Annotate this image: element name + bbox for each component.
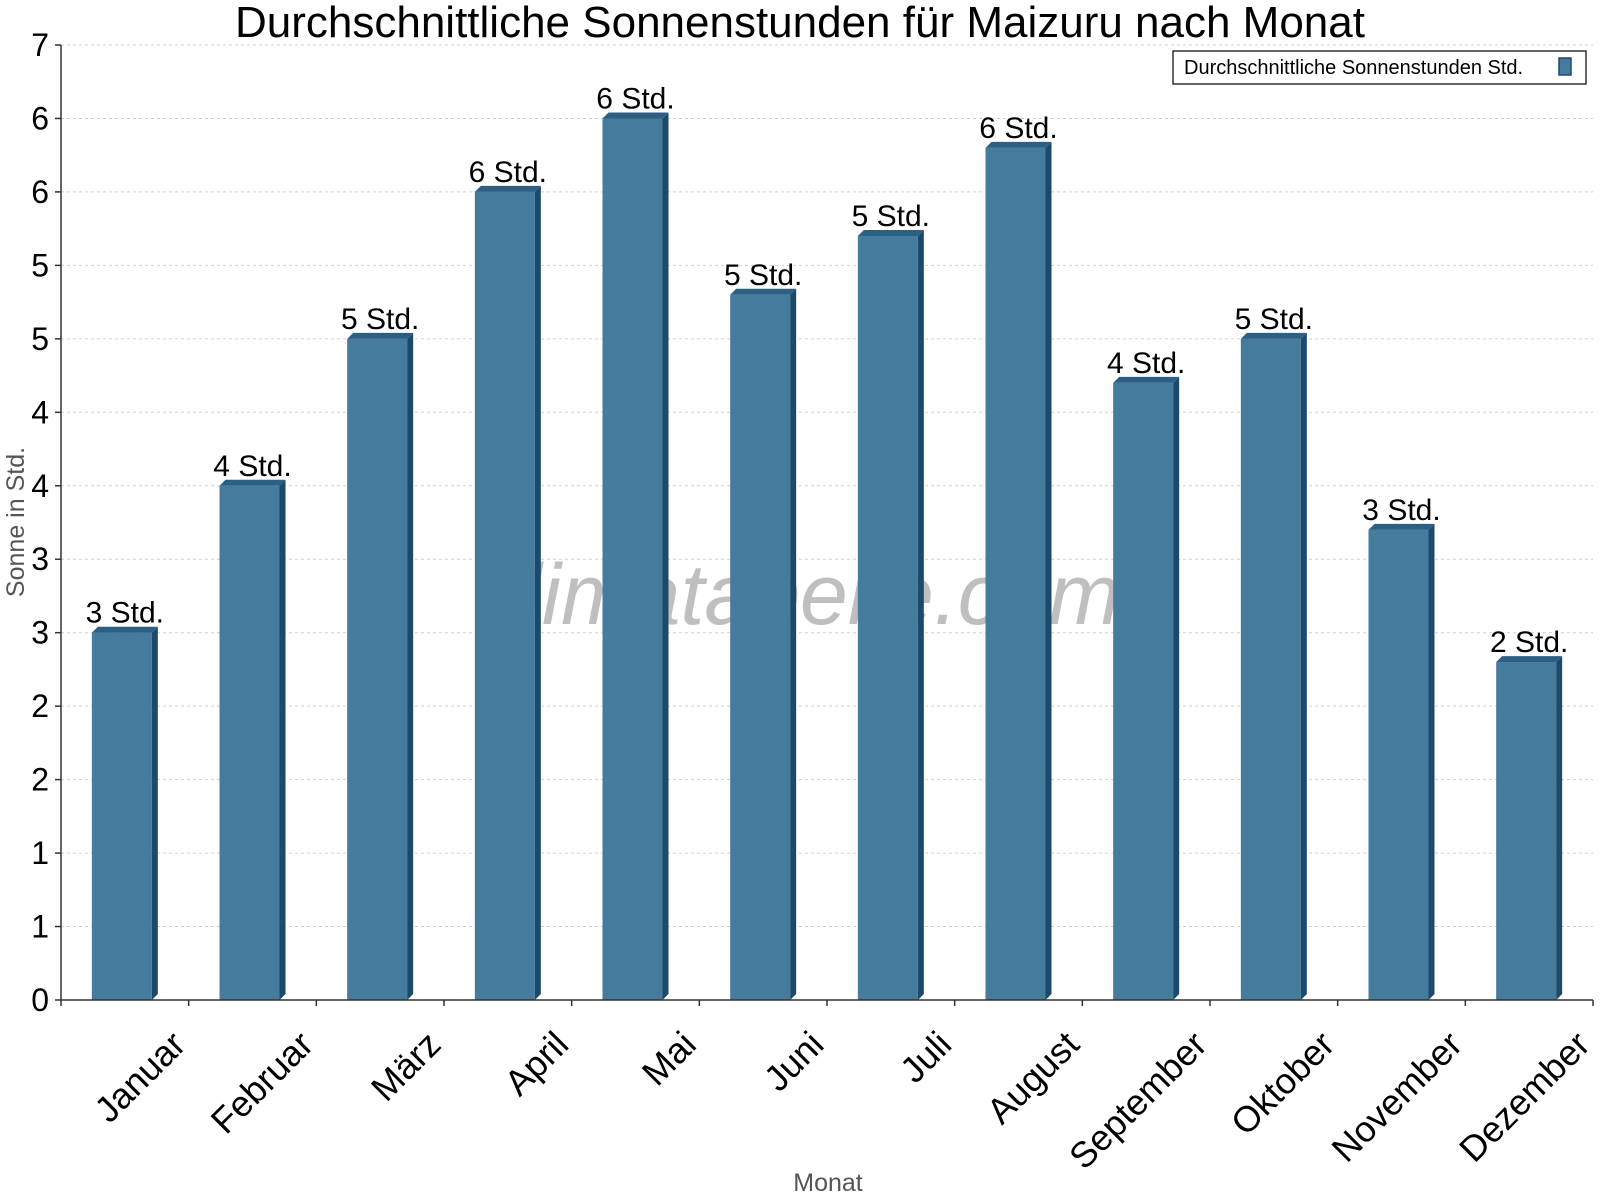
- bar-februar: 4 Std.: [213, 450, 292, 1000]
- bar-front: [1113, 382, 1174, 1000]
- bar-value-label: 2 Std.: [1490, 626, 1568, 659]
- bar-front: [602, 118, 663, 1000]
- y-tick-label: 4: [31, 394, 49, 430]
- bar-value-label: 4 Std.: [1107, 347, 1185, 380]
- bar-top: [602, 112, 669, 119]
- y-axis-title: Sonne in Std.: [2, 447, 30, 597]
- bar-front: [1368, 529, 1429, 1000]
- x-tick-label: Juli: [892, 1023, 959, 1090]
- bar-value-label: 3 Std.: [1362, 494, 1440, 527]
- bar-side: [662, 112, 669, 1000]
- y-tick-label: 5: [31, 321, 49, 357]
- x-tick-label: Juni: [756, 1023, 832, 1099]
- bar-side: [1045, 141, 1052, 1000]
- x-tick-label: Dezember: [1451, 1023, 1597, 1169]
- bar-value-label: 6 Std.: [979, 112, 1057, 145]
- bar-top: [474, 185, 541, 192]
- bars: 3 Std. 4 Std. 5 Std. 6 Std. 6 Std. 5 Std. 5 St…: [86, 82, 1568, 1000]
- y-tick-label: 2: [31, 762, 49, 798]
- y-axis-ticks: 0 1 1 2 2 3 3 4 4 5 5 6 6 7: [31, 27, 61, 1018]
- y-tick-label: 6: [31, 174, 49, 210]
- bar-august: 6 Std.: [979, 112, 1058, 1000]
- bar-dezember: 2 Std.: [1490, 626, 1568, 1000]
- x-tick-label: Februar: [203, 1023, 321, 1141]
- x-tick-label: Mai: [634, 1023, 704, 1093]
- bar-side: [1556, 656, 1563, 1000]
- bar-value-label: 6 Std.: [596, 82, 674, 115]
- chart-title: Durchschnittliche Sonnenstunden für Maiz…: [235, 0, 1365, 47]
- bar-front: [857, 236, 918, 1000]
- bar-top: [730, 288, 797, 295]
- bar-november: 3 Std.: [1362, 494, 1441, 1000]
- bar-value-label: 6 Std.: [469, 156, 547, 189]
- bar-top: [1496, 656, 1563, 663]
- bar-front: [985, 147, 1046, 1000]
- bar-side: [151, 626, 158, 1000]
- y-tick-label: 6: [31, 100, 49, 136]
- bar-side: [917, 230, 924, 1000]
- bar-side: [407, 332, 414, 1000]
- bar-side: [279, 479, 286, 1000]
- bar-märz: 5 Std.: [341, 303, 419, 1000]
- bar-oktober: 5 Std.: [1235, 303, 1313, 1000]
- bar-top: [857, 230, 924, 236]
- bar-front: [91, 632, 152, 1000]
- bar-value-label: 4 Std.: [213, 450, 291, 483]
- y-tick-label: 7: [31, 27, 49, 63]
- x-axis-ticks: Januar Februar März April Mai Juni Juli AugustS…: [60, 1000, 1598, 1177]
- bar-side: [1300, 332, 1307, 1000]
- gridlines: [61, 44, 1593, 928]
- legend: Durchschnittliche Sonnenstunden Std.: [1172, 50, 1587, 85]
- x-tick-label: November: [1323, 1023, 1469, 1169]
- x-tick-label: April: [496, 1023, 576, 1103]
- bar-juni: 5 Std.: [724, 259, 802, 1000]
- y-tick-label: 3: [31, 541, 49, 577]
- x-tick-label: August: [979, 1023, 1087, 1131]
- x-tick-label: Oktober: [1223, 1023, 1343, 1143]
- bar-side: [1173, 376, 1180, 1000]
- bar-top: [91, 626, 158, 633]
- bar-front: [474, 191, 535, 1000]
- legend-box: [1172, 50, 1587, 85]
- bar-mai: 6 Std.: [596, 82, 675, 1000]
- bar-value-label: 5 Std.: [1235, 303, 1313, 336]
- bar-top: [985, 141, 1052, 148]
- bar-front: [730, 294, 791, 1000]
- x-axis-title: Monat: [793, 1169, 863, 1197]
- bar-top: [1368, 523, 1435, 530]
- y-tick-label: 1: [31, 835, 49, 871]
- bar-front: [219, 485, 280, 1000]
- y-tick-label: 1: [31, 909, 49, 945]
- bar-april: 6 Std.: [469, 156, 547, 1000]
- bar-front: [1240, 338, 1301, 1000]
- bar-top: [1113, 376, 1180, 383]
- y-tick-label: 0: [31, 982, 49, 1018]
- bar-top: [219, 479, 286, 486]
- legend-entry-label: Durchschnittliche Sonnenstunden Std.: [1184, 57, 1523, 79]
- bar-side: [1428, 523, 1435, 1000]
- x-tick-label: September: [1061, 1023, 1215, 1177]
- bar-front: [347, 338, 408, 1000]
- bar-januar: 3 Std.: [86, 597, 164, 1000]
- y-tick-label: 3: [31, 615, 49, 651]
- bar-september: 4 Std.: [1107, 347, 1185, 1000]
- bar-top: [347, 332, 414, 339]
- x-tick-label: Januar: [86, 1023, 193, 1130]
- legend-swatch: [1558, 57, 1572, 76]
- bar-value-label: 5 Std.: [852, 200, 930, 233]
- bar-value-label: 3 Std.: [86, 597, 164, 630]
- bar-side: [790, 288, 797, 1000]
- bar-value-label: 5 Std.: [724, 259, 802, 292]
- y-tick-label: 4: [31, 468, 49, 504]
- x-tick-label: März: [363, 1023, 449, 1109]
- bar-top: [1240, 332, 1307, 339]
- bar-value-label: 5 Std.: [341, 303, 419, 336]
- bar-side: [534, 185, 541, 1000]
- y-tick-label: 5: [31, 247, 49, 283]
- y-tick-label: 2: [31, 688, 49, 724]
- bar-juli: 5 Std.: [852, 200, 930, 1000]
- bar-front: [1496, 662, 1557, 1000]
